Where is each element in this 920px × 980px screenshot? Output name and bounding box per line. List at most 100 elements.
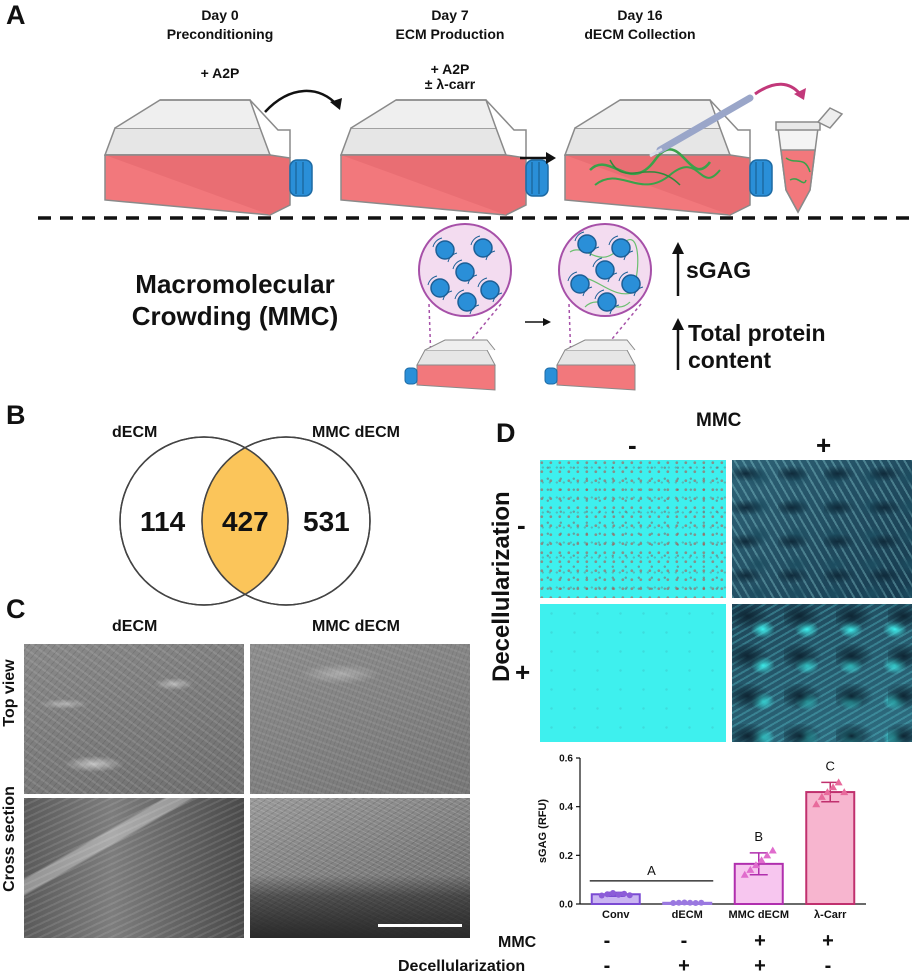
sem-top-mmc-decm [250,644,470,794]
venn-right-count: 531 [303,506,350,537]
data-point [840,788,849,796]
step-2-reagent: + A2P ± λ-carr [390,62,510,92]
table-decell-label: Decellularization [398,958,526,975]
flask-2 [340,99,549,216]
table-mmc-sign: - [603,930,611,952]
x-tick-label: λ-Carr [814,909,847,921]
panel-b-letter: B [6,400,26,430]
y-tick-label: 0.2 [559,851,573,862]
mmc-plus-label: + [816,430,832,460]
increase-arrows [672,242,684,370]
data-point [768,846,777,854]
data-point [681,899,688,906]
data-point [829,783,838,791]
step-2-name: ECM Production [395,26,505,42]
data-point [823,788,832,796]
mmc-zoom-illustration [404,223,652,391]
x-tick-label: Conv [602,909,630,921]
collection-tube [775,107,844,214]
step-1-reagent: + A2P [200,65,240,81]
sem-col-label-decm: dECM [112,618,158,635]
data-point [817,792,826,800]
y-tick-label: 0.4 [559,802,573,813]
section-divider [38,216,910,220]
data-point [626,892,633,899]
venn-right-label: MMC dECM [312,424,400,441]
mmc-title-line2: Crowding (MMC) [131,301,339,331]
data-point [834,778,843,786]
table-mmc-sign: + [822,930,834,952]
step-2-day: Day 7 [431,7,469,23]
venn-overlap [202,437,288,605]
mmc-title: Macromolecular Crowding (MMC) [60,268,410,332]
data-point [615,891,622,898]
data-point [746,865,755,873]
stain-mmc-pos-decell-neg [732,460,912,598]
curved-arrow-1 [264,89,339,113]
table-decell-sign: - [824,955,832,977]
data-point [740,870,749,878]
flask-3 [564,99,773,216]
data-point [621,890,628,897]
sgag-bar-chart: 0.0 0.2 0.4 0.6 sGAG (RFU) Conv dECM MMC dECM λ-… [537,754,866,921]
decellularization-label: Decellularization [488,491,515,682]
data-point [751,861,760,869]
decell-minus-label: - [517,510,526,540]
data-point [609,890,616,897]
data-point [812,800,821,808]
table-mmc-sign: + [754,930,766,952]
mmc-title-line1: Macromolecular [135,269,335,299]
table-mmc-label: MMC [498,934,537,951]
step-3-name: dECM Collection [584,26,696,42]
x-tick-label: MMC dECM [729,909,790,921]
step-1-name: Preconditioning [166,26,274,42]
y-tick-label: 0.6 [559,754,573,765]
sem-row-label-top: Top view [1,659,18,727]
data-point [692,900,699,907]
y-axis-label: sGAG (RFU) [537,799,549,864]
bar [805,791,856,905]
stain-mmc-neg-decell-pos [540,604,726,742]
data-point [763,851,772,859]
data-point [675,899,682,906]
scale-bar [378,924,462,927]
mmc-header: MMC [696,410,742,431]
effect-protein-line2: content [688,347,772,373]
effect-protein: Total protein content [688,320,826,374]
significance-letter: B [754,829,763,844]
stain-mmc-pos-decell-pos [732,604,912,742]
step-3-title: Day 16 dECM Collection [540,6,740,44]
table-decell-sign: - [603,955,611,977]
significance-letter: C [826,758,835,773]
data-point [757,856,766,864]
venn-overlap-count: 427 [222,506,269,537]
table-decell-sign: + [678,955,690,977]
effect-sgag: sGAG [686,257,752,283]
y-tick-label: 0.0 [559,900,573,911]
mmc-minus-label: - [628,430,637,460]
pipette [649,94,754,158]
step-2-title: Day 7 ECM Production [350,6,550,44]
sem-col-label-mmc-decm: MMC dECM [312,618,400,635]
table-mmc-sign: - [680,930,688,952]
flask-1 [104,99,313,216]
table-decell-sign: + [754,955,766,977]
step-2-reagent-line1: + A2P [430,61,470,77]
sem-cross-decm [24,798,244,938]
collection-arrow [754,82,802,96]
stain-mmc-neg-decell-neg [540,460,726,598]
venn-left-count: 114 [140,506,186,537]
venn-diagram [119,436,371,606]
data-point [598,892,605,899]
sem-row-label-cross: Cross section [1,786,18,892]
effect-protein-line1: Total protein [688,320,826,346]
data-point [687,899,694,906]
culture-workflow-illustration [104,82,844,216]
step-1-day: Day 0 [201,7,239,23]
step-1-title: Day 0 Preconditioning [120,6,320,44]
panel-d-letter: D [496,418,516,448]
step-3-day: Day 16 [617,7,663,23]
x-tick-label: dECM [672,909,703,921]
venn-left-label: dECM [112,424,158,441]
data-point [670,900,677,907]
